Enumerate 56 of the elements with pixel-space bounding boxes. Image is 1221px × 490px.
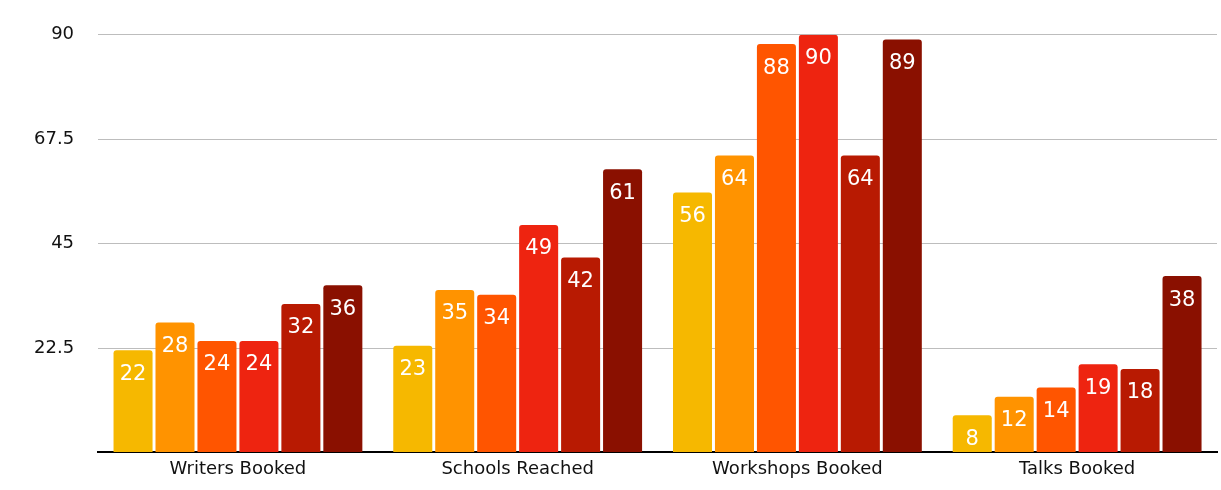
bar <box>882 39 922 452</box>
bar <box>1120 368 1160 452</box>
bar <box>197 341 237 452</box>
data-label: 56 <box>679 203 706 228</box>
x-tick-label: Schools Reached <box>441 456 594 478</box>
data-label: 64 <box>846 165 874 190</box>
x-tick-label: Workshops Booked <box>712 456 883 478</box>
x-tick-label: Talks Booked <box>1018 456 1136 478</box>
bar <box>519 225 559 452</box>
data-label: 28 <box>161 332 189 357</box>
data-label: 14 <box>1042 397 1070 422</box>
data-label: 32 <box>287 314 315 339</box>
bar <box>672 192 713 452</box>
data-label: 42 <box>567 267 594 292</box>
data-label: 88 <box>763 54 790 79</box>
data-label: 90 <box>805 45 832 70</box>
bar <box>994 396 1034 452</box>
data-label: 18 <box>1126 379 1154 404</box>
bar <box>952 415 992 452</box>
y-tick-label: 45 <box>51 231 75 253</box>
y-tick-label: 90 <box>51 22 75 44</box>
data-label: 64 <box>721 165 748 190</box>
data-label: 23 <box>399 356 427 381</box>
y-tick-label: 22.5 <box>34 335 75 357</box>
data-label: 24 <box>245 351 273 376</box>
bar <box>1078 364 1118 452</box>
data-label: 12 <box>1000 407 1028 432</box>
bar <box>1162 276 1202 452</box>
data-label: 24 <box>203 351 231 376</box>
bar <box>155 322 195 452</box>
bar <box>714 155 754 452</box>
data-label: 22 <box>119 360 147 385</box>
bar <box>756 44 796 452</box>
bar <box>323 285 363 452</box>
bar <box>561 257 601 452</box>
bar <box>477 294 517 452</box>
y-tick-label: 67.5 <box>34 126 75 148</box>
data-label: 89 <box>888 49 916 74</box>
data-label: 49 <box>525 235 553 260</box>
bar <box>840 155 880 452</box>
bar <box>1036 387 1076 452</box>
bar <box>435 290 475 452</box>
data-label: 35 <box>441 300 469 325</box>
bar <box>393 345 433 452</box>
x-tick-label: Writers Booked <box>169 456 307 478</box>
data-label: 8 <box>965 425 979 450</box>
bar <box>281 303 321 452</box>
data-label: 38 <box>1168 286 1196 311</box>
data-label: 19 <box>1084 374 1112 399</box>
bar <box>603 169 643 452</box>
bar <box>113 350 153 452</box>
bar <box>239 341 279 452</box>
data-label: 34 <box>483 305 511 330</box>
data-label: 61 <box>609 179 636 204</box>
bar <box>798 34 838 452</box>
data-label: 36 <box>329 295 357 320</box>
